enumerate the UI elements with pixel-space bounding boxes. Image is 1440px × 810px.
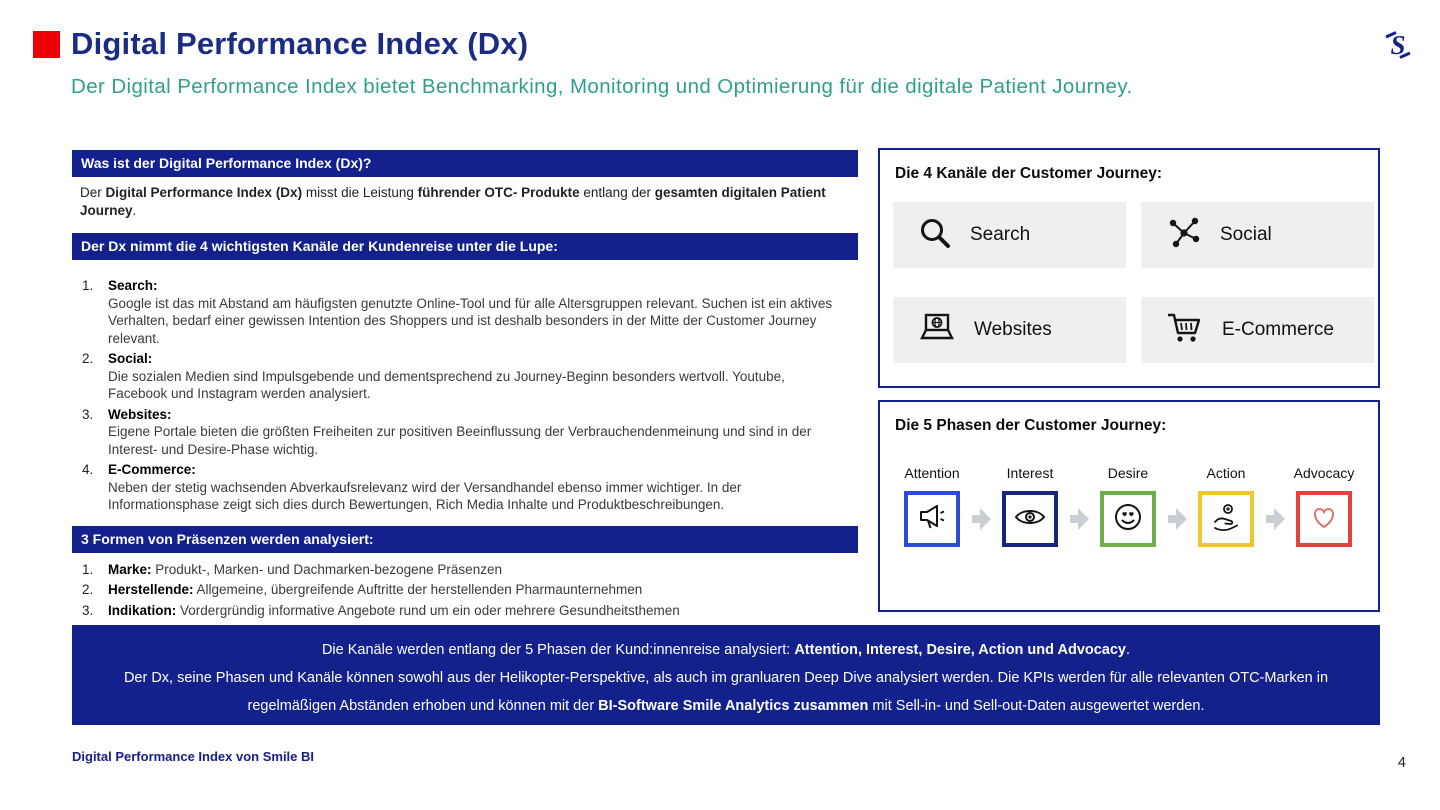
channels-box-title: Die 4 Kanäle der Customer Journey: — [895, 165, 1163, 182]
phases-box: Die 5 Phasen der Customer Journey: Atten… — [878, 400, 1380, 612]
banner-line-2: Der Dx, seine Phasen und Kanäle können s… — [123, 670, 1329, 686]
arrow-right-icon — [1069, 508, 1089, 530]
phase-label-attention: Attention — [904, 465, 960, 481]
channel-tile-ecommerce: E-Commerce — [1141, 297, 1374, 363]
intro-paragraph: Der Digital Performance Index (Dx) misst… — [80, 185, 826, 218]
list-item: 3. Indikation: Vordergründig informative… — [82, 602, 858, 620]
list-item-title: E-Commerce: — [108, 462, 196, 477]
phase-labels: Attention Interest Desire Action Advocac… — [883, 465, 1378, 481]
list-number: 2. — [82, 582, 94, 597]
list-item-body: Google ist das mit Abstand am häufigsten… — [108, 295, 833, 346]
list-item-body: Allgemeine, übergreifende Auftritte der … — [193, 582, 643, 597]
list-number: 2. — [82, 351, 94, 366]
list-number: 1. — [82, 561, 94, 577]
phase-box-interest — [1002, 491, 1058, 547]
section-header-channels: Der Dx nimmt die 4 wichtigsten Kanäle de… — [72, 233, 858, 260]
channel-tiles: Search Social — [893, 202, 1378, 363]
list-item: 2. Social: Die sozialen Medien sind Impu… — [82, 350, 858, 403]
section-header-presences: 3 Formen von Präsenzen werden analysiert… — [72, 525, 858, 553]
phase-row — [883, 491, 1378, 547]
phase-box-advocacy — [1296, 491, 1352, 547]
list-item-body: Eigene Portale bieten die größten Freihe… — [108, 424, 812, 457]
phases-box-title: Die 5 Phasen der Customer Journey: — [895, 417, 1167, 434]
list-item: 1. Marke: Produkt-, Marken- und Dachmark… — [82, 561, 858, 579]
list-item-body: Produkt-, Marken- und Dachmarken-bezogen… — [151, 561, 502, 577]
smile-logo-icon: S — [1383, 30, 1413, 60]
section-header-what-is-dx: Was ist der Digital Performance Index (D… — [72, 150, 858, 177]
smiling-face-icon — [1113, 502, 1143, 537]
list-item: 1. Search: Google ist das mit Abstand am… — [82, 277, 858, 347]
social-network-icon — [1166, 215, 1202, 256]
list-number: 4. — [82, 462, 94, 477]
list-item: 4. E-Commerce: Neben der stetig wachsend… — [82, 461, 858, 514]
channel-tile-websites: Websites — [893, 297, 1126, 363]
list-item-body: Die sozialen Medien sind Impulsgebende u… — [108, 368, 785, 402]
megaphone-icon — [917, 502, 947, 537]
channel-tile-search: Search — [893, 202, 1126, 268]
website-laptop-icon — [918, 312, 956, 349]
footer-text: Digital Performance Index von Smile BI — [72, 749, 315, 764]
shopping-cart-icon — [1166, 311, 1204, 350]
phase-label-action: Action — [1206, 465, 1246, 481]
presences-list: 1. Marke: Produkt-, Marken- und Dachmark… — [82, 561, 858, 620]
phase-box-desire — [1100, 491, 1156, 547]
page-number: 4 — [1397, 755, 1406, 771]
phase-label-interest: Interest — [1006, 465, 1054, 481]
channel-tile-label: Search — [970, 224, 1031, 245]
phase-label-advocacy: Advocacy — [1293, 465, 1355, 481]
banner-line-3: regelmäßigen Abständen erhoben und könne… — [247, 698, 1205, 714]
list-item-title: Indikation: — [108, 602, 177, 618]
list-item-body: Vordergründig informative Angebote rund … — [176, 602, 680, 618]
left-column: Was ist der Digital Performance Index (D… — [72, 150, 858, 622]
heart-icon — [1309, 503, 1339, 536]
search-icon — [918, 216, 952, 255]
arrow-right-icon — [1167, 508, 1187, 530]
arrow-right-icon — [1265, 508, 1285, 530]
list-item-body: Neben der stetig wachsenden Abverkaufsre… — [108, 479, 742, 513]
phase-box-attention — [904, 491, 960, 547]
list-item-title: Marke: — [108, 561, 152, 577]
list-item-title: Search: — [108, 278, 158, 293]
list-item: 2. Herstellende: Allgemeine, übergreifen… — [82, 581, 858, 599]
list-item-title: Social: — [108, 351, 153, 366]
subtitle: Der Digital Performance Index bietet Ben… — [71, 75, 1133, 98]
phase-label-desire: Desire — [1107, 465, 1149, 481]
list-number: 3. — [82, 602, 94, 618]
phase-box-action — [1198, 491, 1254, 547]
list-number: 3. — [82, 406, 94, 422]
svg-text:S: S — [1390, 30, 1405, 60]
channel-tile-label: E-Commerce — [1222, 319, 1334, 340]
list-item: 3. Websites: Eigene Portale bieten die g… — [82, 406, 858, 459]
eye-icon — [1014, 506, 1046, 533]
channel-tile-social: Social — [1141, 202, 1374, 268]
hand-coin-icon — [1211, 502, 1241, 537]
arrow-right-icon — [971, 508, 991, 530]
page-title: Digital Performance Index (Dx) — [71, 26, 529, 61]
channels-list: 1. Search: Google ist das mit Abstand am… — [82, 277, 858, 514]
list-item-title: Herstellende: — [108, 582, 194, 597]
channel-tile-label: Websites — [974, 319, 1052, 340]
summary-banner: Die Kanäle werden entlang der 5 Phasen d… — [72, 625, 1380, 725]
brand-red-square — [33, 31, 60, 58]
channel-tile-label: Social — [1220, 224, 1272, 245]
channels-box: Die 4 Kanäle der Customer Journey: Searc… — [878, 148, 1380, 388]
banner-line-1: Die Kanäle werden entlang der 5 Phasen d… — [321, 642, 1131, 658]
list-number: 1. — [82, 278, 94, 293]
list-item-title: Websites: — [108, 406, 172, 422]
